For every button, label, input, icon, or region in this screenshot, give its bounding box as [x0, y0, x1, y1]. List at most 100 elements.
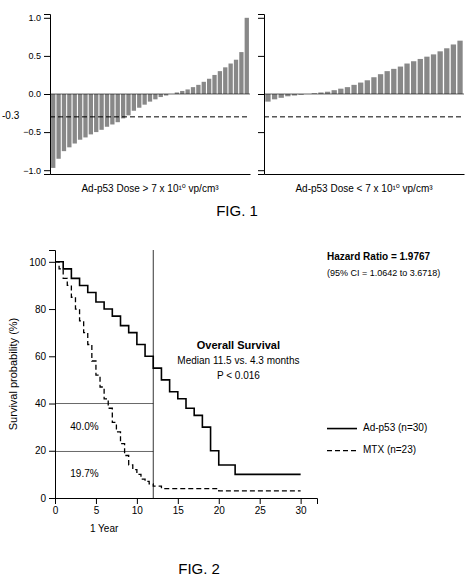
reference-label: 19.7%	[70, 468, 98, 479]
tick-label: 0.5	[28, 51, 41, 61]
tick: 0	[53, 498, 59, 516]
bar	[285, 94, 290, 96]
bar	[234, 60, 238, 94]
tick: −0.5	[23, 127, 50, 137]
reference-label: 1 Year	[90, 523, 119, 534]
tick-mark	[44, 132, 50, 133]
bar	[239, 52, 243, 94]
bar	[398, 67, 403, 94]
reference-line	[153, 250, 154, 498]
bar	[365, 80, 370, 94]
tick-mark	[178, 498, 179, 504]
y-axis-line	[49, 251, 56, 499]
reference-line	[55, 451, 153, 452]
bar	[196, 85, 200, 94]
tick-label: 60	[35, 351, 47, 362]
tick-mark	[44, 18, 50, 19]
tick: 80	[35, 304, 55, 315]
tick-label: 0	[40, 493, 46, 504]
bar	[51, 94, 55, 168]
plot-area	[50, 18, 250, 168]
tick	[258, 132, 264, 133]
tick-mark	[258, 170, 264, 171]
bar	[185, 89, 189, 94]
chart-title: FIG. 1	[216, 202, 258, 219]
legend-item: MTX (n=23)	[327, 444, 416, 455]
zero-line	[50, 94, 250, 95]
tick-label: 15	[173, 505, 185, 516]
tick	[258, 18, 264, 19]
tick-label: 20	[214, 505, 226, 516]
tick-label: −1.0	[23, 166, 41, 176]
plot-area	[55, 250, 301, 498]
tick: 30	[296, 498, 308, 516]
bar	[67, 94, 71, 147]
bar	[391, 69, 396, 94]
legend-item: Ad-p53 (n=30)	[327, 422, 427, 433]
figure: -0.3−1.0−0.50.00.51.0Ad-p53 Dose > 7 x 1…	[0, 0, 474, 584]
reference-label: 40.0%	[70, 421, 98, 432]
annotation: Median 11.5 vs. 4.3 months	[177, 355, 299, 366]
y-axis	[258, 15, 265, 175]
reference-line	[55, 403, 153, 404]
legend-swatch	[327, 450, 357, 451]
bar	[83, 94, 87, 137]
bar	[358, 83, 363, 94]
bar	[279, 94, 284, 98]
survival-curve	[55, 262, 301, 475]
bar-panel: Ad-p53 Dose < 7 x 10¹⁰ vp/cm³	[258, 15, 465, 195]
tick: 60	[35, 351, 55, 362]
y-axis-title: Survival probability (%)	[7, 318, 19, 430]
tick-label: 30	[296, 505, 308, 516]
legend-label: MTX (n=23)	[363, 444, 416, 455]
annotation: (95% CI = 1.0642 to 3.6718)	[327, 268, 440, 278]
bar	[418, 59, 423, 94]
y-axis: −1.0 −0.5 0.0 0.5 1.0	[23, 13, 50, 175]
bar	[371, 77, 376, 94]
y-axis-line	[44, 15, 51, 175]
bar	[62, 94, 66, 151]
y-axis-line	[258, 15, 265, 175]
tick: 20	[214, 498, 226, 516]
bar	[411, 61, 416, 94]
x-axis-title: Ad-p53 Dose < 7 x 10¹⁰ vp/cm³	[295, 183, 433, 194]
tick-label: 10	[132, 505, 144, 516]
reference-line	[264, 116, 464, 117]
tick: 0	[40, 493, 55, 504]
x-axis-line	[51, 174, 251, 175]
bar	[89, 94, 93, 134]
tick-label: 25	[255, 505, 267, 516]
bar	[99, 94, 103, 130]
bar	[110, 94, 114, 124]
bar	[325, 92, 330, 94]
bar	[73, 94, 77, 144]
tick: 15	[173, 498, 185, 516]
legend: Ad-p53 (n=30) MTX (n=23)	[327, 422, 427, 455]
bar	[245, 18, 249, 94]
tick-mark	[44, 94, 50, 95]
reference-label: -0.3	[2, 110, 20, 121]
bar	[180, 91, 184, 94]
bar	[265, 94, 270, 102]
bar	[207, 79, 211, 94]
bar	[132, 94, 136, 111]
tick	[258, 56, 264, 57]
tick-label: 1.0	[28, 13, 41, 23]
bar	[142, 94, 146, 105]
tick: −1.0	[23, 166, 50, 176]
tick	[258, 94, 264, 95]
bar	[126, 94, 130, 115]
tick-label: 0.0	[28, 89, 41, 99]
tick-mark	[219, 498, 220, 504]
bar	[148, 94, 152, 102]
survival-curve	[55, 262, 301, 491]
bar	[451, 44, 456, 94]
bar	[137, 94, 141, 108]
tick-label: 80	[35, 304, 47, 315]
x-axis	[265, 174, 465, 175]
survival-panel: 1 Year40.0%19.7%020406080100051015202530…	[7, 250, 318, 534]
y-axis: 020406080100	[29, 251, 55, 504]
tick-mark	[49, 404, 55, 405]
legend-swatch	[327, 428, 357, 430]
bar	[404, 64, 409, 94]
